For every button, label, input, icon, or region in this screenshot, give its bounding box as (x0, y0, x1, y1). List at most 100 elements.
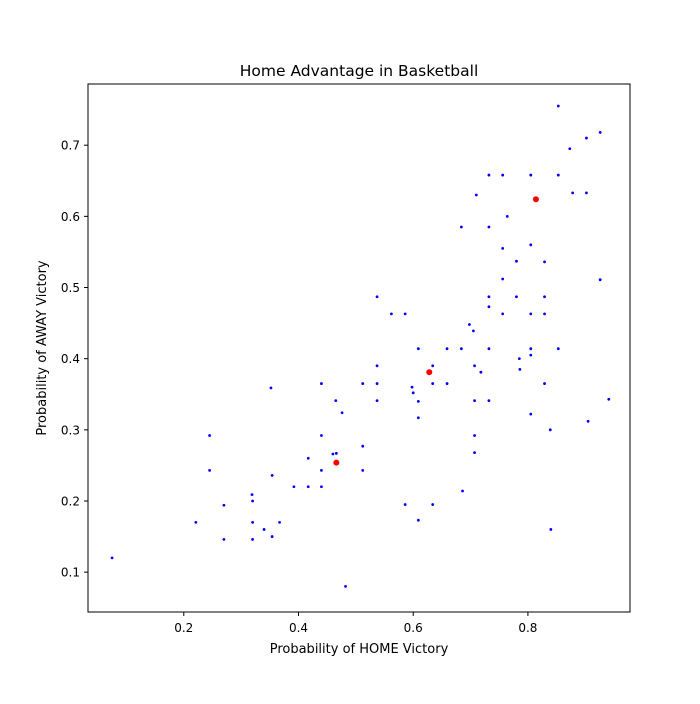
data-point (598, 130, 602, 134)
data-point (110, 556, 114, 560)
data-point (487, 347, 491, 351)
data-point (543, 312, 546, 316)
data-point (361, 444, 365, 448)
data-point (459, 225, 463, 229)
y-tick-label: 0.7 (61, 139, 80, 153)
data-point (568, 147, 572, 151)
data-point (501, 312, 505, 316)
data-point (251, 538, 255, 541)
data-point (431, 382, 435, 385)
data-point (529, 353, 533, 357)
data-point (262, 528, 266, 531)
data-point (375, 364, 379, 368)
data-point (251, 499, 255, 503)
data-point (334, 399, 338, 403)
data-point (571, 191, 575, 195)
data-point (320, 434, 323, 437)
data-point (292, 485, 296, 489)
highlighted-data-point (532, 196, 539, 203)
chart-title: Home Advantage in Basketball (240, 62, 479, 80)
data-point (194, 520, 198, 524)
y-tick-label: 0.1 (61, 566, 80, 580)
data-point (222, 503, 226, 507)
data-point (549, 528, 553, 531)
data-point (320, 382, 323, 385)
data-point (461, 489, 464, 493)
plot-area (87, 83, 631, 613)
data-point (487, 399, 491, 403)
data-points (110, 104, 611, 588)
data-point (585, 191, 588, 195)
x-axis-ticks: 0.2 0.4 0.6 0.8 (174, 612, 537, 635)
data-point (270, 535, 274, 538)
data-point (278, 520, 281, 524)
data-point (501, 246, 505, 250)
data-point (445, 382, 449, 385)
data-point (607, 397, 611, 401)
y-tick-label: 0.5 (61, 281, 80, 295)
data-point (487, 225, 491, 229)
y-axis-ticks: 0.1 0.2 0.3 0.4 0.5 0.6 0.7 (61, 139, 88, 580)
data-point (410, 385, 414, 389)
data-point (306, 456, 310, 460)
data-point (529, 243, 533, 247)
data-point (403, 503, 407, 506)
data-point (473, 434, 476, 437)
data-point (375, 382, 379, 385)
data-point (361, 382, 365, 385)
data-point (416, 416, 420, 420)
data-point (334, 451, 338, 455)
data-point (529, 347, 533, 351)
x-tick-label: 0.8 (518, 621, 537, 635)
data-point (487, 295, 491, 299)
data-point (306, 485, 310, 489)
data-point (479, 370, 483, 374)
data-point (586, 419, 590, 423)
data-point (529, 412, 533, 416)
data-point (251, 520, 255, 524)
data-point (505, 214, 509, 218)
data-point (585, 136, 588, 140)
data-point (269, 386, 273, 390)
data-point (411, 391, 415, 395)
data-point (361, 468, 365, 472)
y-tick-label: 0.4 (61, 352, 80, 366)
data-point (515, 295, 518, 299)
y-tick-label: 0.6 (61, 210, 80, 224)
highlighted-data-point (426, 369, 433, 376)
data-point (390, 312, 393, 316)
data-point (501, 173, 505, 177)
data-point (468, 323, 471, 326)
data-point (543, 382, 546, 385)
data-point (340, 411, 344, 415)
data-point (208, 468, 211, 472)
data-point (529, 312, 533, 316)
data-point (445, 347, 449, 351)
data-point (403, 312, 407, 316)
data-point (518, 367, 522, 371)
y-tick-label: 0.2 (61, 494, 80, 508)
data-point (208, 434, 211, 437)
data-point (543, 295, 546, 299)
data-point (473, 399, 476, 403)
y-tick-label: 0.3 (61, 423, 80, 437)
data-point (331, 452, 335, 456)
data-point (487, 173, 491, 177)
x-axis-label: Probability of HOME Victory (270, 642, 449, 657)
data-point (320, 468, 323, 472)
data-point (501, 277, 505, 281)
data-point (473, 451, 476, 454)
y-axis-label: Probability of AWAY Victory (35, 260, 50, 436)
x-tick-label: 0.6 (404, 621, 423, 635)
data-point (344, 584, 347, 588)
data-point (431, 364, 435, 368)
data-point (487, 305, 491, 309)
data-point (320, 485, 323, 489)
data-point (473, 364, 476, 368)
data-point (270, 473, 274, 477)
data-point (598, 278, 602, 282)
data-point (529, 173, 533, 177)
data-point (548, 428, 552, 432)
